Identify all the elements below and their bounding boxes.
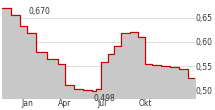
Text: 0,498: 0,498 xyxy=(93,94,115,103)
Text: 0,670: 0,670 xyxy=(29,7,51,16)
